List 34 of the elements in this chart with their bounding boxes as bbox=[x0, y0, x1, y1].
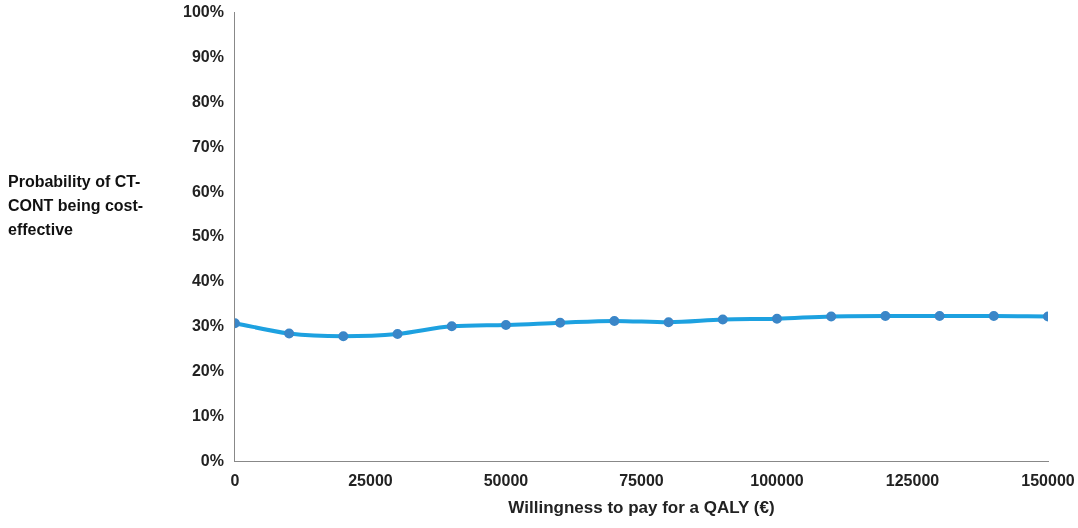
point bbox=[717, 314, 728, 325]
y-tick-label: 20% bbox=[191, 362, 224, 380]
point bbox=[555, 317, 566, 328]
y-tick-label: 70% bbox=[191, 137, 224, 155]
x-tick-label: 150000 bbox=[1021, 472, 1075, 490]
point bbox=[500, 319, 511, 330]
point bbox=[338, 331, 349, 342]
y-tick-label: 40% bbox=[191, 272, 224, 290]
y-tick-label: 10% bbox=[191, 406, 224, 424]
point bbox=[609, 315, 620, 326]
x-tick-label: 50000 bbox=[483, 472, 529, 490]
x-tick-label: 0 bbox=[230, 472, 240, 490]
y-tick-label: 60% bbox=[191, 182, 224, 200]
x-tick-label: 25000 bbox=[348, 472, 393, 490]
y-tick-label: 80% bbox=[191, 92, 224, 110]
point bbox=[934, 310, 945, 321]
y-tick-label: 90% bbox=[191, 47, 224, 65]
point bbox=[771, 313, 782, 324]
x-axis-title: Willingness to pay for a QALY (€) bbox=[508, 498, 775, 518]
y-tick-label: 30% bbox=[191, 317, 224, 335]
point bbox=[988, 310, 999, 321]
y-tick-label: 50% bbox=[191, 227, 224, 245]
point bbox=[284, 328, 295, 339]
point bbox=[663, 317, 674, 328]
point bbox=[392, 328, 403, 339]
y-axis-title: Probability of CT-CONT being cost-effective bbox=[8, 172, 145, 240]
y-tick-label: 0% bbox=[200, 451, 224, 469]
point bbox=[826, 311, 837, 322]
x-tick-label: 125000 bbox=[885, 472, 940, 490]
x-tick-label: 100000 bbox=[750, 472, 804, 490]
point bbox=[880, 310, 891, 321]
x-tick-label: 75000 bbox=[619, 472, 664, 490]
y-tick-label: 100% bbox=[183, 3, 224, 21]
point bbox=[446, 321, 457, 332]
